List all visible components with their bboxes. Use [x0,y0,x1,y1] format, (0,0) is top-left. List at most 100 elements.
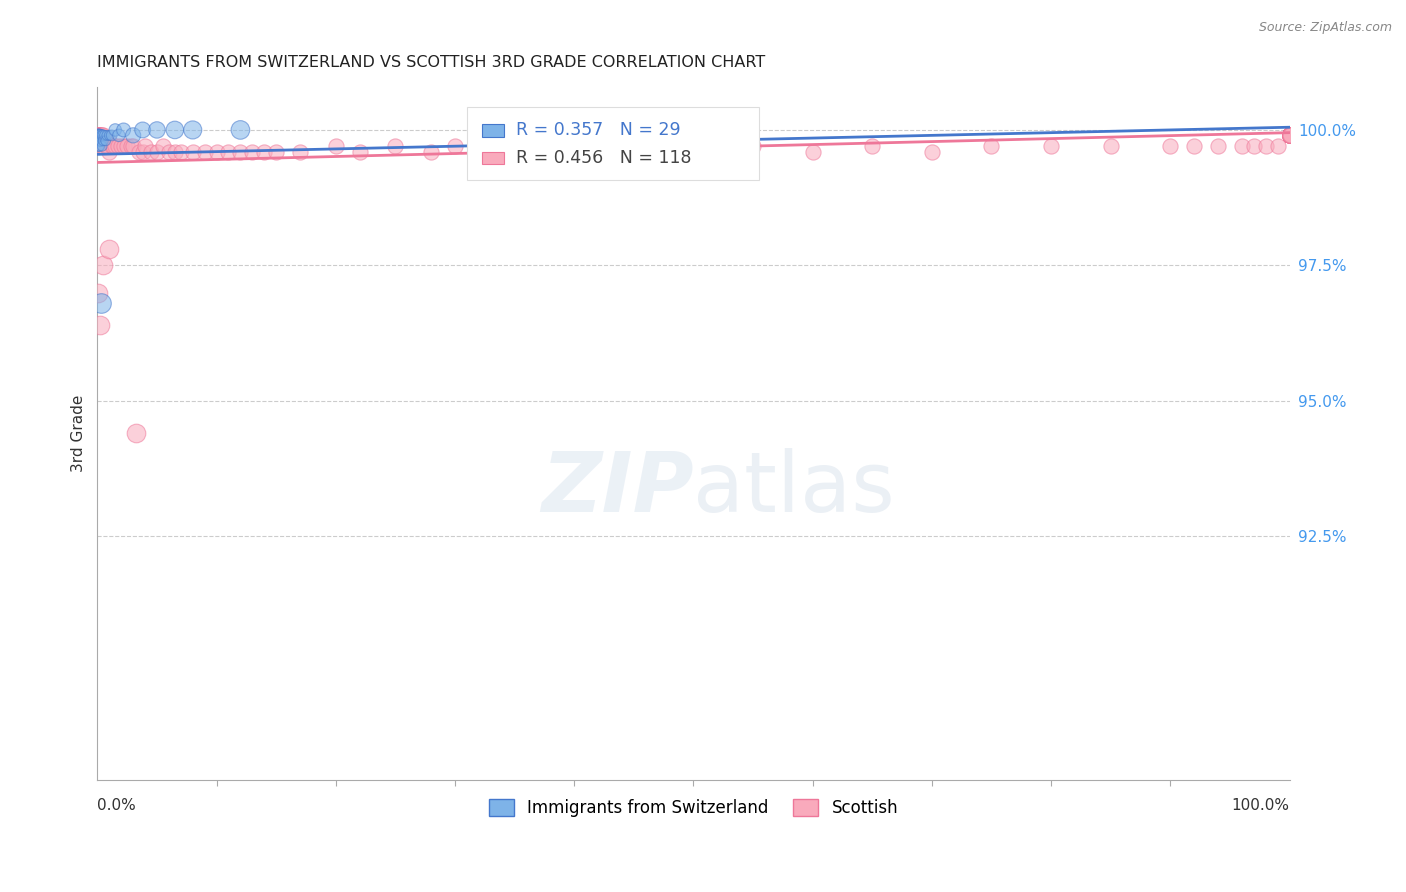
Bar [482,152,503,164]
Point [89,134,111,148]
Point [112,139,135,153]
Point [1278,128,1301,143]
Point [1230,139,1253,153]
Point [1099,139,1122,153]
Point [1278,128,1301,143]
Point [1278,128,1301,143]
Point [101,139,124,153]
Point [170,145,193,159]
Point [1278,128,1301,143]
Point [163,123,186,137]
Point [682,139,704,153]
Point [1278,128,1301,143]
Point [87,134,110,148]
Point [115,139,138,153]
Point [1159,139,1181,153]
Point [218,145,240,159]
Point [1278,128,1301,143]
Point [1278,128,1301,143]
Point [1278,128,1301,143]
Point [91,139,114,153]
Point [91,134,114,148]
Text: R = 0.456   N = 118: R = 0.456 N = 118 [516,149,692,167]
Point [112,123,135,137]
Point [91,128,114,143]
Point [384,139,406,153]
Point [1278,128,1301,143]
Point [98,145,121,159]
Point [97,139,120,153]
Point [89,128,111,143]
Point [1278,128,1301,143]
Point [89,128,111,143]
Point [1278,128,1301,143]
Point [1278,128,1301,143]
Point [98,242,121,256]
Point [152,139,174,153]
Point [194,145,217,159]
Point [240,145,263,159]
Point [1278,128,1301,143]
Text: 0.0%: 0.0% [97,797,136,813]
Point [420,145,443,159]
Point [120,139,142,153]
Point [1278,128,1301,143]
Point [921,145,943,159]
Point [503,139,526,153]
Point [90,296,112,310]
Point [89,128,111,143]
Point [1243,139,1265,153]
Point [742,139,765,153]
Point [134,139,156,153]
Point [87,128,110,143]
Point [90,134,112,148]
Point [1278,128,1301,143]
Point [1278,128,1301,143]
Point [1278,128,1301,143]
Text: atlas: atlas [693,449,896,530]
Point [163,145,186,159]
Point [1278,128,1301,143]
Point [1278,128,1301,143]
Point [89,139,111,153]
Point [1278,128,1301,143]
Point [98,134,121,148]
Point [122,128,145,143]
Point [444,139,467,153]
Point [146,123,169,137]
Point [1278,128,1301,143]
Text: Source: ZipAtlas.com: Source: ZipAtlas.com [1258,21,1392,34]
Point [90,128,112,143]
Point [205,145,228,159]
Point [100,139,122,153]
Point [107,139,129,153]
Point [1040,139,1063,153]
Point [91,139,114,153]
Point [90,134,112,148]
Point [1278,128,1301,143]
Point [91,128,114,143]
Point [1278,128,1301,143]
Point [87,128,110,143]
Point [1278,128,1301,143]
Point [93,134,115,148]
Point [87,285,110,300]
Point [110,139,132,153]
Point [1278,128,1301,143]
Point [104,139,127,153]
Point [1278,128,1301,143]
Point [1278,128,1301,143]
Point [1278,128,1301,143]
Point [253,145,276,159]
Point [94,134,117,148]
Point [91,139,114,153]
Point [181,123,204,137]
Point [131,123,153,137]
Text: R = 0.357   N = 29: R = 0.357 N = 29 [516,121,681,139]
Point [93,128,115,143]
Point [562,139,585,153]
Point [100,128,122,143]
Point [1278,128,1301,143]
Point [980,139,1002,153]
Point [91,259,114,273]
